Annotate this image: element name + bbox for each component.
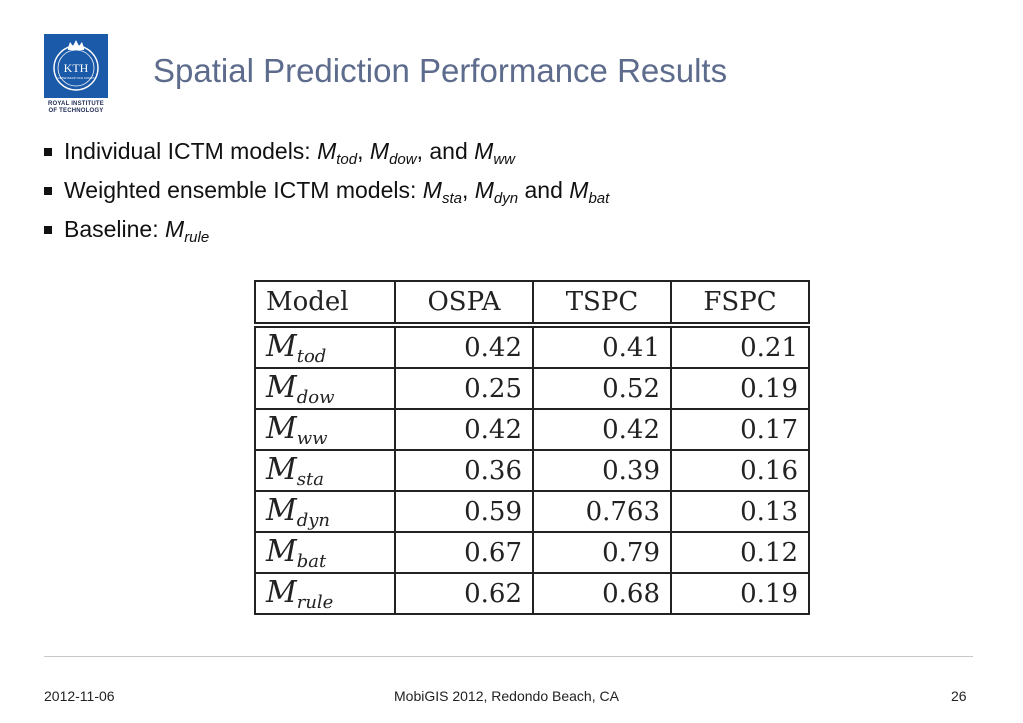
bullet-text: Individual ICTM models:: [64, 138, 318, 164]
fspc-cell: 0.16: [670, 449, 810, 492]
kth-logo-caption: ROYAL INSTITUTE OF TECHNOLOGY: [47, 101, 104, 114]
ospa-cell: 0.59: [394, 490, 534, 533]
header-tspc: TSPC: [532, 280, 672, 328]
model-cell: Mrule: [254, 572, 396, 615]
model-symbol: Mtod: [317, 138, 358, 168]
tspc-cell: 0.68: [532, 572, 672, 615]
header-ospa: OSPA: [394, 280, 534, 328]
footer-divider: [44, 656, 973, 657]
fspc-cell: 0.21: [670, 324, 810, 369]
tspc-cell: 0.763: [532, 490, 672, 533]
tspc-cell: 0.79: [532, 531, 672, 574]
model-symbol: Mbat: [569, 177, 610, 207]
model-symbol: Mdow: [369, 138, 417, 168]
bullet-square-icon: [44, 226, 52, 234]
results-table: Model OSPA TSPC FSPC Mtod 0.42 0.41 0.21 Mdo…: [254, 280, 810, 615]
table-row: Mdow 0.25 0.52 0.19: [254, 367, 810, 410]
table-row: Mbat 0.67 0.79 0.12: [254, 531, 810, 574]
slide-title: Spatial Prediction Performance Results: [153, 52, 728, 89]
table-row: Mdyn 0.59 0.763 0.13: [254, 490, 810, 533]
ospa-cell: 0.25: [394, 367, 534, 410]
tspc-cell: 0.39: [532, 449, 672, 492]
fspc-cell: 0.13: [670, 490, 810, 533]
table-row: Mtod 0.42 0.41 0.21: [254, 324, 810, 369]
ospa-cell: 0.42: [394, 408, 534, 451]
model-symbol: Mrule: [165, 216, 210, 246]
fspc-cell: 0.17: [670, 408, 810, 451]
tspc-cell: 0.42: [532, 408, 672, 451]
model-symbol: Mww: [474, 138, 515, 168]
ospa-cell: 0.36: [394, 449, 534, 492]
model-symbol: Msta: [422, 177, 462, 207]
bullet-item: Weighted ensemble ICTM models: Msta, Mdy…: [44, 171, 609, 210]
bullet-text: Weighted ensemble ICTM models:: [64, 177, 423, 203]
model-cell: Mtod: [254, 324, 396, 369]
ospa-cell: 0.62: [394, 572, 534, 615]
model-cell: Mdow: [254, 367, 396, 410]
table-row: Msta 0.36 0.39 0.16: [254, 449, 810, 492]
svg-text:KTH: KTH: [64, 61, 89, 75]
fspc-cell: 0.12: [670, 531, 810, 574]
kth-logo: KTH VETENSKAP OCH KONST ROYAL INSTITUTE …: [44, 34, 108, 116]
bullet-text: Baseline:: [64, 216, 166, 242]
svg-text:VETENSKAP OCH KONST: VETENSKAP OCH KONST: [58, 76, 95, 80]
footer-event: MobiGIS 2012, Redondo Beach, CA: [394, 688, 619, 704]
header-fspc: FSPC: [670, 280, 810, 328]
fspc-cell: 0.19: [670, 367, 810, 410]
model-cell: Mbat: [254, 531, 396, 574]
bullet-square-icon: [44, 148, 52, 156]
kth-logo-emblem: KTH VETENSKAP OCH KONST: [44, 34, 108, 98]
model-cell: Msta: [254, 449, 396, 492]
tspc-cell: 0.52: [532, 367, 672, 410]
footer-date: 2012-11-06: [44, 688, 115, 704]
footer-page-number: 26: [951, 688, 967, 704]
ospa-cell: 0.67: [394, 531, 534, 574]
model-cell: Mww: [254, 408, 396, 451]
ospa-cell: 0.42: [394, 324, 534, 369]
model-symbol: Mdyn: [474, 177, 519, 207]
table-row: Mrule 0.62 0.68 0.19: [254, 572, 810, 615]
bullet-list: Individual ICTM models: Mtod, Mdow, and …: [44, 132, 609, 249]
model-cell: Mdyn: [254, 490, 396, 533]
bullet-square-icon: [44, 187, 52, 195]
crown-icon: KTH VETENSKAP OCH KONST: [53, 40, 99, 91]
tspc-cell: 0.41: [532, 324, 672, 369]
fspc-cell: 0.19: [670, 572, 810, 615]
table-header-row: Model OSPA TSPC FSPC: [254, 280, 810, 328]
bullet-item: Individual ICTM models: Mtod, Mdow, and …: [44, 132, 609, 171]
header-model: Model: [254, 280, 396, 328]
table-row: Mww 0.42 0.42 0.17: [254, 408, 810, 451]
bullet-item: Baseline: Mrule: [44, 210, 609, 249]
